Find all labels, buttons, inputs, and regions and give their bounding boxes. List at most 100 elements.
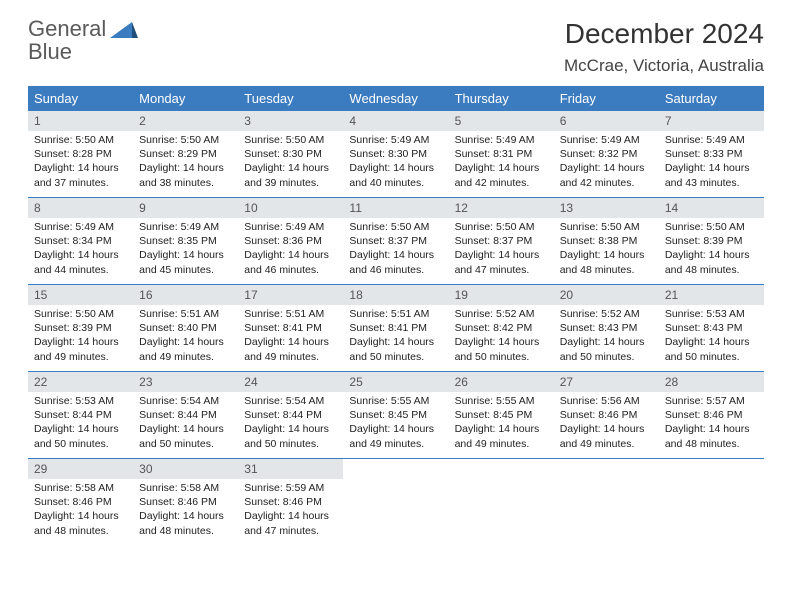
day-number: 21 (659, 285, 764, 305)
day-details: Sunrise: 5:57 AMSunset: 8:46 PMDaylight:… (659, 392, 764, 455)
calendar-day-cell: 21Sunrise: 5:53 AMSunset: 8:43 PMDayligh… (659, 285, 764, 372)
day-details: Sunrise: 5:51 AMSunset: 8:41 PMDaylight:… (238, 305, 343, 368)
day-details: Sunrise: 5:50 AMSunset: 8:39 PMDaylight:… (28, 305, 133, 368)
day-details: Sunrise: 5:51 AMSunset: 8:41 PMDaylight:… (343, 305, 448, 368)
calendar-day-cell: 9Sunrise: 5:49 AMSunset: 8:35 PMDaylight… (133, 198, 238, 285)
calendar-day-cell: 13Sunrise: 5:50 AMSunset: 8:38 PMDayligh… (554, 198, 659, 285)
calendar-day-cell: 17Sunrise: 5:51 AMSunset: 8:41 PMDayligh… (238, 285, 343, 372)
day-number: 14 (659, 198, 764, 218)
calendar-day-cell: 16Sunrise: 5:51 AMSunset: 8:40 PMDayligh… (133, 285, 238, 372)
calendar-day-cell: 7Sunrise: 5:49 AMSunset: 8:33 PMDaylight… (659, 111, 764, 198)
page-header: General Blue December 2024 McCrae, Victo… (28, 18, 764, 76)
weekday-header: Sunday (28, 86, 133, 111)
day-details: Sunrise: 5:50 AMSunset: 8:37 PMDaylight:… (449, 218, 554, 281)
calendar-week-row: 1Sunrise: 5:50 AMSunset: 8:28 PMDaylight… (28, 111, 764, 198)
calendar-day-cell: 30Sunrise: 5:58 AMSunset: 8:46 PMDayligh… (133, 459, 238, 546)
month-title: December 2024 (564, 18, 764, 50)
calendar-day-cell: 1Sunrise: 5:50 AMSunset: 8:28 PMDaylight… (28, 111, 133, 198)
calendar-day-cell: 23Sunrise: 5:54 AMSunset: 8:44 PMDayligh… (133, 372, 238, 459)
weekday-header: Wednesday (343, 86, 448, 111)
day-number: 4 (343, 111, 448, 131)
location-line: McCrae, Victoria, Australia (564, 56, 764, 76)
day-number: 13 (554, 198, 659, 218)
weekday-header: Saturday (659, 86, 764, 111)
logo-word1: General (28, 16, 106, 41)
day-number: 12 (449, 198, 554, 218)
calendar-day-cell: 28Sunrise: 5:57 AMSunset: 8:46 PMDayligh… (659, 372, 764, 459)
day-number: 29 (28, 459, 133, 479)
calendar-day-cell: 4Sunrise: 5:49 AMSunset: 8:30 PMDaylight… (343, 111, 448, 198)
day-details: Sunrise: 5:50 AMSunset: 8:29 PMDaylight:… (133, 131, 238, 194)
day-details: Sunrise: 5:50 AMSunset: 8:28 PMDaylight:… (28, 131, 133, 194)
day-number: 2 (133, 111, 238, 131)
calendar-day-cell: . (449, 459, 554, 546)
day-details: Sunrise: 5:58 AMSunset: 8:46 PMDaylight:… (133, 479, 238, 542)
calendar-day-cell: 15Sunrise: 5:50 AMSunset: 8:39 PMDayligh… (28, 285, 133, 372)
calendar-day-cell: 19Sunrise: 5:52 AMSunset: 8:42 PMDayligh… (449, 285, 554, 372)
weekday-header: Tuesday (238, 86, 343, 111)
day-details: Sunrise: 5:56 AMSunset: 8:46 PMDaylight:… (554, 392, 659, 455)
day-details: Sunrise: 5:55 AMSunset: 8:45 PMDaylight:… (343, 392, 448, 455)
day-details: Sunrise: 5:49 AMSunset: 8:31 PMDaylight:… (449, 131, 554, 194)
day-number: 25 (343, 372, 448, 392)
day-number: 17 (238, 285, 343, 305)
day-number: 9 (133, 198, 238, 218)
calendar-day-cell: 20Sunrise: 5:52 AMSunset: 8:43 PMDayligh… (554, 285, 659, 372)
day-number: 15 (28, 285, 133, 305)
day-number: 5 (449, 111, 554, 131)
calendar-day-cell: 12Sunrise: 5:50 AMSunset: 8:37 PMDayligh… (449, 198, 554, 285)
day-details: Sunrise: 5:52 AMSunset: 8:43 PMDaylight:… (554, 305, 659, 368)
day-number: 3 (238, 111, 343, 131)
calendar-day-cell: 26Sunrise: 5:55 AMSunset: 8:45 PMDayligh… (449, 372, 554, 459)
brand-logo: General Blue (28, 18, 138, 64)
calendar-day-cell: 5Sunrise: 5:49 AMSunset: 8:31 PMDaylight… (449, 111, 554, 198)
day-details: Sunrise: 5:52 AMSunset: 8:42 PMDaylight:… (449, 305, 554, 368)
day-details: Sunrise: 5:49 AMSunset: 8:32 PMDaylight:… (554, 131, 659, 194)
calendar-day-cell: 10Sunrise: 5:49 AMSunset: 8:36 PMDayligh… (238, 198, 343, 285)
calendar-day-cell: 8Sunrise: 5:49 AMSunset: 8:34 PMDaylight… (28, 198, 133, 285)
day-number: 18 (343, 285, 448, 305)
day-number: 7 (659, 111, 764, 131)
day-number: 26 (449, 372, 554, 392)
calendar-day-cell: 18Sunrise: 5:51 AMSunset: 8:41 PMDayligh… (343, 285, 448, 372)
calendar-day-cell: 14Sunrise: 5:50 AMSunset: 8:39 PMDayligh… (659, 198, 764, 285)
day-details: Sunrise: 5:49 AMSunset: 8:30 PMDaylight:… (343, 131, 448, 194)
calendar-day-cell: 2Sunrise: 5:50 AMSunset: 8:29 PMDaylight… (133, 111, 238, 198)
calendar-day-cell: . (343, 459, 448, 546)
weekday-header: Thursday (449, 86, 554, 111)
day-details: Sunrise: 5:53 AMSunset: 8:44 PMDaylight:… (28, 392, 133, 455)
calendar-week-row: 22Sunrise: 5:53 AMSunset: 8:44 PMDayligh… (28, 372, 764, 459)
day-number: 30 (133, 459, 238, 479)
calendar-grid: Sunday Monday Tuesday Wednesday Thursday… (28, 86, 764, 545)
day-details: Sunrise: 5:59 AMSunset: 8:46 PMDaylight:… (238, 479, 343, 542)
calendar-week-row: 8Sunrise: 5:49 AMSunset: 8:34 PMDaylight… (28, 198, 764, 285)
day-details: Sunrise: 5:58 AMSunset: 8:46 PMDaylight:… (28, 479, 133, 542)
day-details: Sunrise: 5:51 AMSunset: 8:40 PMDaylight:… (133, 305, 238, 368)
calendar-day-cell: 31Sunrise: 5:59 AMSunset: 8:46 PMDayligh… (238, 459, 343, 546)
day-details: Sunrise: 5:49 AMSunset: 8:33 PMDaylight:… (659, 131, 764, 194)
day-number: 20 (554, 285, 659, 305)
calendar-day-cell: 3Sunrise: 5:50 AMSunset: 8:30 PMDaylight… (238, 111, 343, 198)
calendar-day-cell: 25Sunrise: 5:55 AMSunset: 8:45 PMDayligh… (343, 372, 448, 459)
weekday-header: Monday (133, 86, 238, 111)
calendar-day-cell: . (554, 459, 659, 546)
day-number: 16 (133, 285, 238, 305)
weekday-header: Friday (554, 86, 659, 111)
day-details: Sunrise: 5:50 AMSunset: 8:30 PMDaylight:… (238, 131, 343, 194)
calendar-day-cell: 22Sunrise: 5:53 AMSunset: 8:44 PMDayligh… (28, 372, 133, 459)
logo-word2: Blue (28, 39, 72, 64)
day-details: Sunrise: 5:49 AMSunset: 8:35 PMDaylight:… (133, 218, 238, 281)
day-details: Sunrise: 5:54 AMSunset: 8:44 PMDaylight:… (133, 392, 238, 455)
calendar-day-cell: 24Sunrise: 5:54 AMSunset: 8:44 PMDayligh… (238, 372, 343, 459)
calendar-day-cell: . (659, 459, 764, 546)
day-number: 28 (659, 372, 764, 392)
title-block: December 2024 McCrae, Victoria, Australi… (564, 18, 764, 76)
calendar-week-row: 29Sunrise: 5:58 AMSunset: 8:46 PMDayligh… (28, 459, 764, 546)
day-number: 6 (554, 111, 659, 131)
day-number: 8 (28, 198, 133, 218)
calendar-day-cell: 29Sunrise: 5:58 AMSunset: 8:46 PMDayligh… (28, 459, 133, 546)
day-number: 22 (28, 372, 133, 392)
day-details: Sunrise: 5:53 AMSunset: 8:43 PMDaylight:… (659, 305, 764, 368)
calendar-page: General Blue December 2024 McCrae, Victo… (0, 0, 792, 612)
day-details: Sunrise: 5:49 AMSunset: 8:34 PMDaylight:… (28, 218, 133, 281)
